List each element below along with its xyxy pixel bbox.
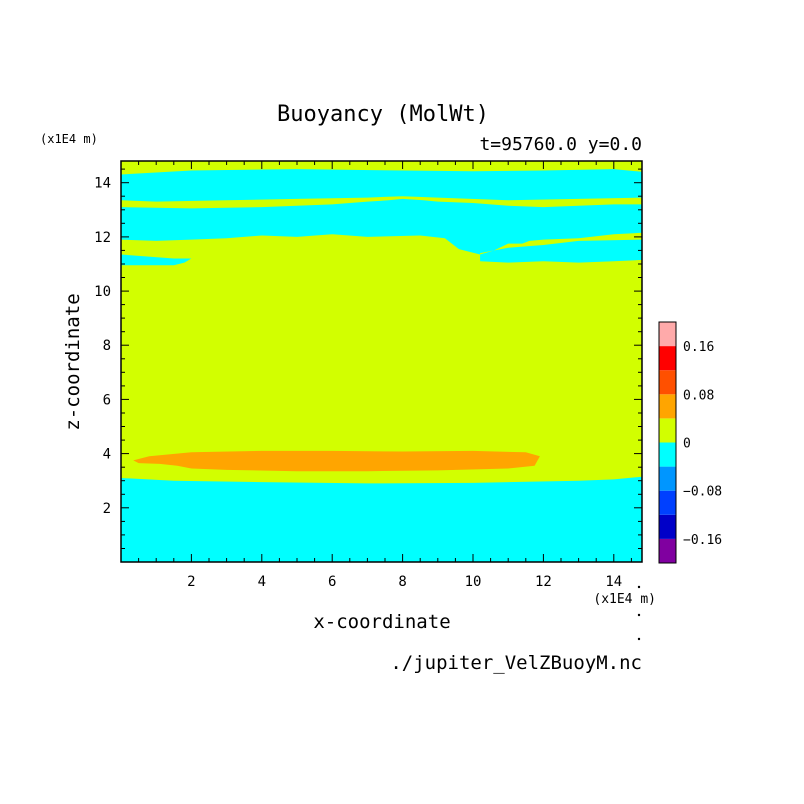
colorbar-tick-label: 0 <box>683 437 691 452</box>
colorbar-swatch <box>659 490 676 515</box>
contour-region-neutral-top-strip <box>121 161 642 175</box>
contour-region-neutral-main <box>121 232 642 484</box>
x-tick-label: 14 <box>605 574 622 590</box>
x-unit-label: (x1E4 m) <box>593 592 656 607</box>
colorbar-swatch <box>659 346 676 371</box>
colorbar: 0.16 0.08 0 −0.08 −0.16 <box>658 321 722 564</box>
x-tick-label: 12 <box>535 574 552 590</box>
colorbar-swatch <box>659 514 676 539</box>
source-label: ./jupiter_VelZBuoyM.nc <box>390 652 642 674</box>
colorbar-swatch <box>659 370 676 395</box>
y-tick-label: 12 <box>94 230 111 246</box>
y-tick-label: 14 <box>94 176 111 192</box>
x-tick-label: 6 <box>328 574 336 590</box>
colorbar-swatch <box>659 394 676 419</box>
y-axis-label: z-coordinate <box>62 293 84 430</box>
contour-region-positive-lens <box>133 450 540 472</box>
y-unit-label: (x1E4 m) <box>40 132 98 146</box>
y-tick-label: 6 <box>103 392 111 408</box>
x-axis-label: x-coordinate <box>313 611 450 633</box>
dot-mark <box>637 613 641 617</box>
chart-title: Buoyancy (MolWt) <box>277 102 489 127</box>
x-tick-label: 2 <box>187 574 195 590</box>
colorbar-frame <box>658 321 677 564</box>
dot-mark <box>637 585 641 589</box>
y-tick-label: 2 <box>103 501 111 517</box>
x-tick-label: 8 <box>398 574 406 590</box>
colorbar-tick-label: −0.08 <box>683 485 722 500</box>
contour-regions <box>121 161 642 562</box>
axis-ticks: 2 4 6 8 10 12 14 2 4 6 8 10 12 14 <box>94 161 642 590</box>
contour-region-neutral-upper-band <box>121 196 642 209</box>
colorbar-tick-label: 0.16 <box>683 340 714 355</box>
colorbar-swatch <box>659 418 676 443</box>
x-tick-label: 4 <box>258 574 266 590</box>
colorbar-swatch <box>659 466 676 491</box>
colorbar-tick-label: 0.08 <box>683 388 714 403</box>
plot-frame <box>120 160 643 563</box>
colorbar-tick-label: −0.16 <box>683 533 722 548</box>
y-tick-label: 10 <box>94 284 111 300</box>
colorbar-swatch <box>659 322 676 347</box>
colorbar-swatch <box>659 442 676 467</box>
y-tick-label: 4 <box>103 447 111 463</box>
colorbar-swatch <box>659 538 676 563</box>
y-tick-label: 8 <box>103 338 111 354</box>
dot-mark <box>637 637 641 641</box>
x-tick-label: 10 <box>465 574 482 590</box>
chart-subtitle: t=95760.0 y=0.0 <box>479 134 642 155</box>
